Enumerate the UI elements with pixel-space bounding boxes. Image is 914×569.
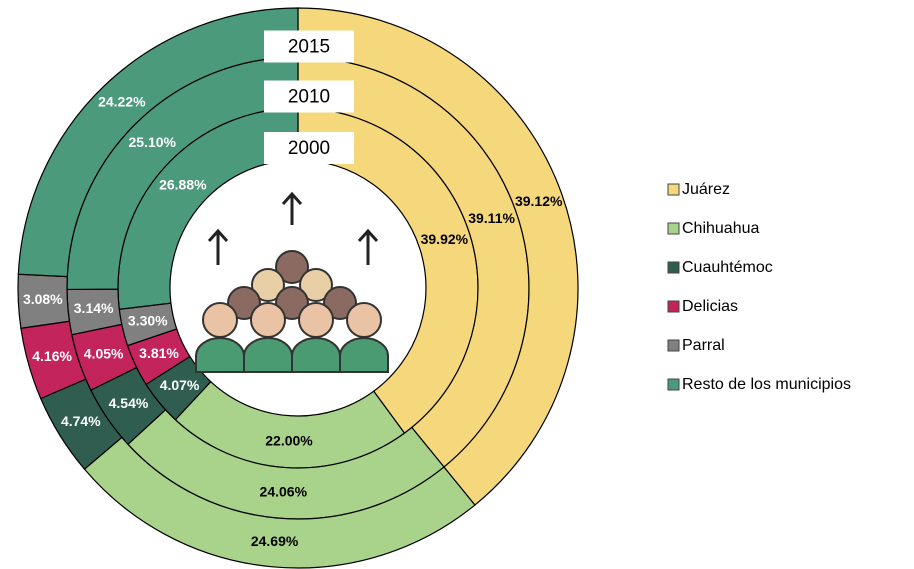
ring-label: 2010 [288, 87, 330, 108]
legend-label: Parral [682, 337, 725, 354]
legend-swatch [668, 262, 679, 273]
value-label: 24.22% [98, 94, 146, 110]
value-label: 4.74% [61, 413, 101, 429]
value-label: 3.14% [74, 300, 114, 316]
legend-label: Resto de los municipios [682, 376, 851, 393]
value-label: 4.16% [32, 348, 72, 364]
legend-label: Juárez [682, 181, 730, 198]
legend-swatch [668, 379, 679, 390]
value-label: 3.30% [128, 313, 168, 329]
value-label: 26.88% [159, 176, 207, 192]
value-label: 22.00% [265, 432, 313, 448]
people-icon [196, 194, 388, 372]
ring-label: 2000 [288, 138, 330, 159]
value-label: 25.10% [128, 134, 176, 150]
value-label: 4.05% [84, 345, 124, 361]
legend-swatch [668, 223, 679, 234]
legend-swatch [668, 301, 679, 312]
legend-label: Chihuahua [682, 220, 760, 237]
ring-label: 2015 [288, 37, 330, 58]
value-label: 3.08% [23, 291, 63, 307]
value-label: 39.11% [468, 210, 515, 226]
legend-label: Delicias [682, 298, 738, 315]
value-label: 4.07% [160, 377, 200, 393]
legend-swatch [668, 340, 679, 351]
chart: 39.92% 22.00% 4.07% 3.81% 3.30% 26.88% 39.11% 2… [0, 0, 914, 569]
legend-label: Cuauhtémoc [682, 259, 773, 276]
value-label: 39.92% [421, 231, 469, 247]
value-label: 4.54% [109, 395, 149, 411]
legend: Juárez Chihuahua Cuauhtémoc Delicias Parral R… [668, 181, 851, 393]
value-label: 3.81% [139, 345, 179, 361]
legend-swatch [668, 184, 679, 195]
value-label: 39.12% [515, 193, 563, 209]
value-label: 24.69% [251, 533, 299, 549]
value-label: 24.06% [260, 484, 308, 500]
